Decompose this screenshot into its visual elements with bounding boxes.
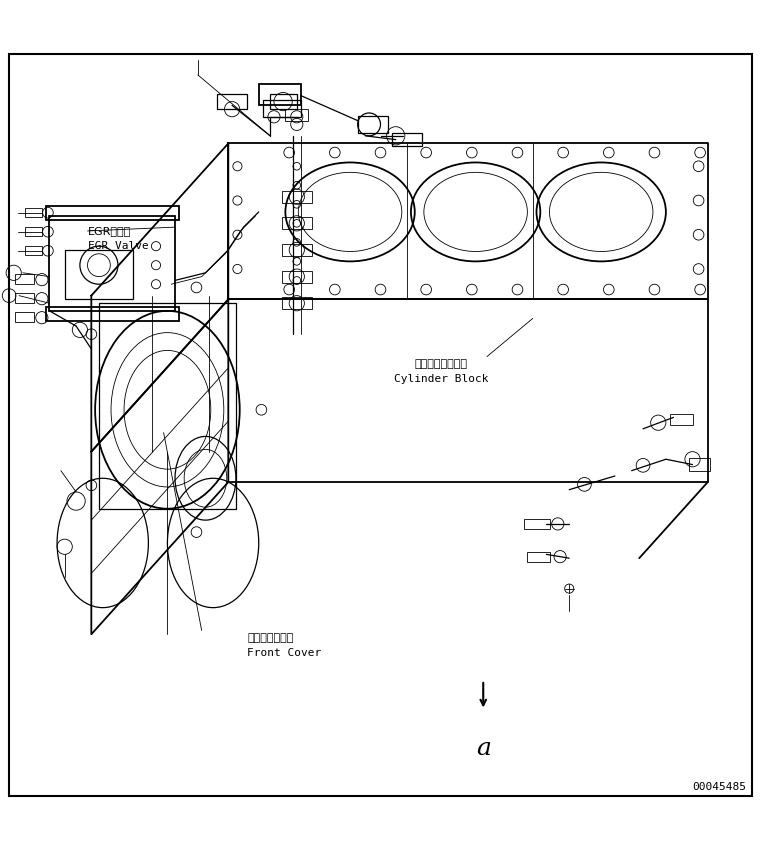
Bar [358,116,388,133]
Bar [524,518,550,530]
Bar [46,206,179,219]
Bar [689,458,710,471]
Bar [25,227,42,236]
Text: EGRバルブ: EGRバルブ [88,226,131,236]
Text: フロントカバー: フロントカバー [247,633,294,643]
Bar [527,552,550,562]
Text: Front Cover: Front Cover [247,649,322,658]
Bar [15,293,34,303]
Bar [282,244,312,256]
Text: Cylinder Block: Cylinder Block [394,374,489,384]
Text: EGR Valve: EGR Valve [88,241,148,251]
Text: シリンダブロック: シリンダブロック [415,359,468,369]
Bar [670,414,693,425]
Bar [15,312,34,322]
Bar [46,307,179,320]
Bar [25,208,42,218]
Bar [99,303,236,508]
Bar [65,250,133,299]
Bar [282,298,312,309]
Bar [217,94,247,109]
Bar [270,94,297,109]
Bar [25,246,42,255]
Bar [282,270,312,283]
Bar [259,84,301,105]
Text: 00045485: 00045485 [692,782,746,792]
Bar [285,109,308,121]
Bar [263,100,301,116]
Bar [282,218,312,230]
Bar [392,133,422,146]
Bar [49,216,175,311]
Bar [282,190,312,203]
Bar [15,275,34,284]
Text: a: a [476,737,491,760]
